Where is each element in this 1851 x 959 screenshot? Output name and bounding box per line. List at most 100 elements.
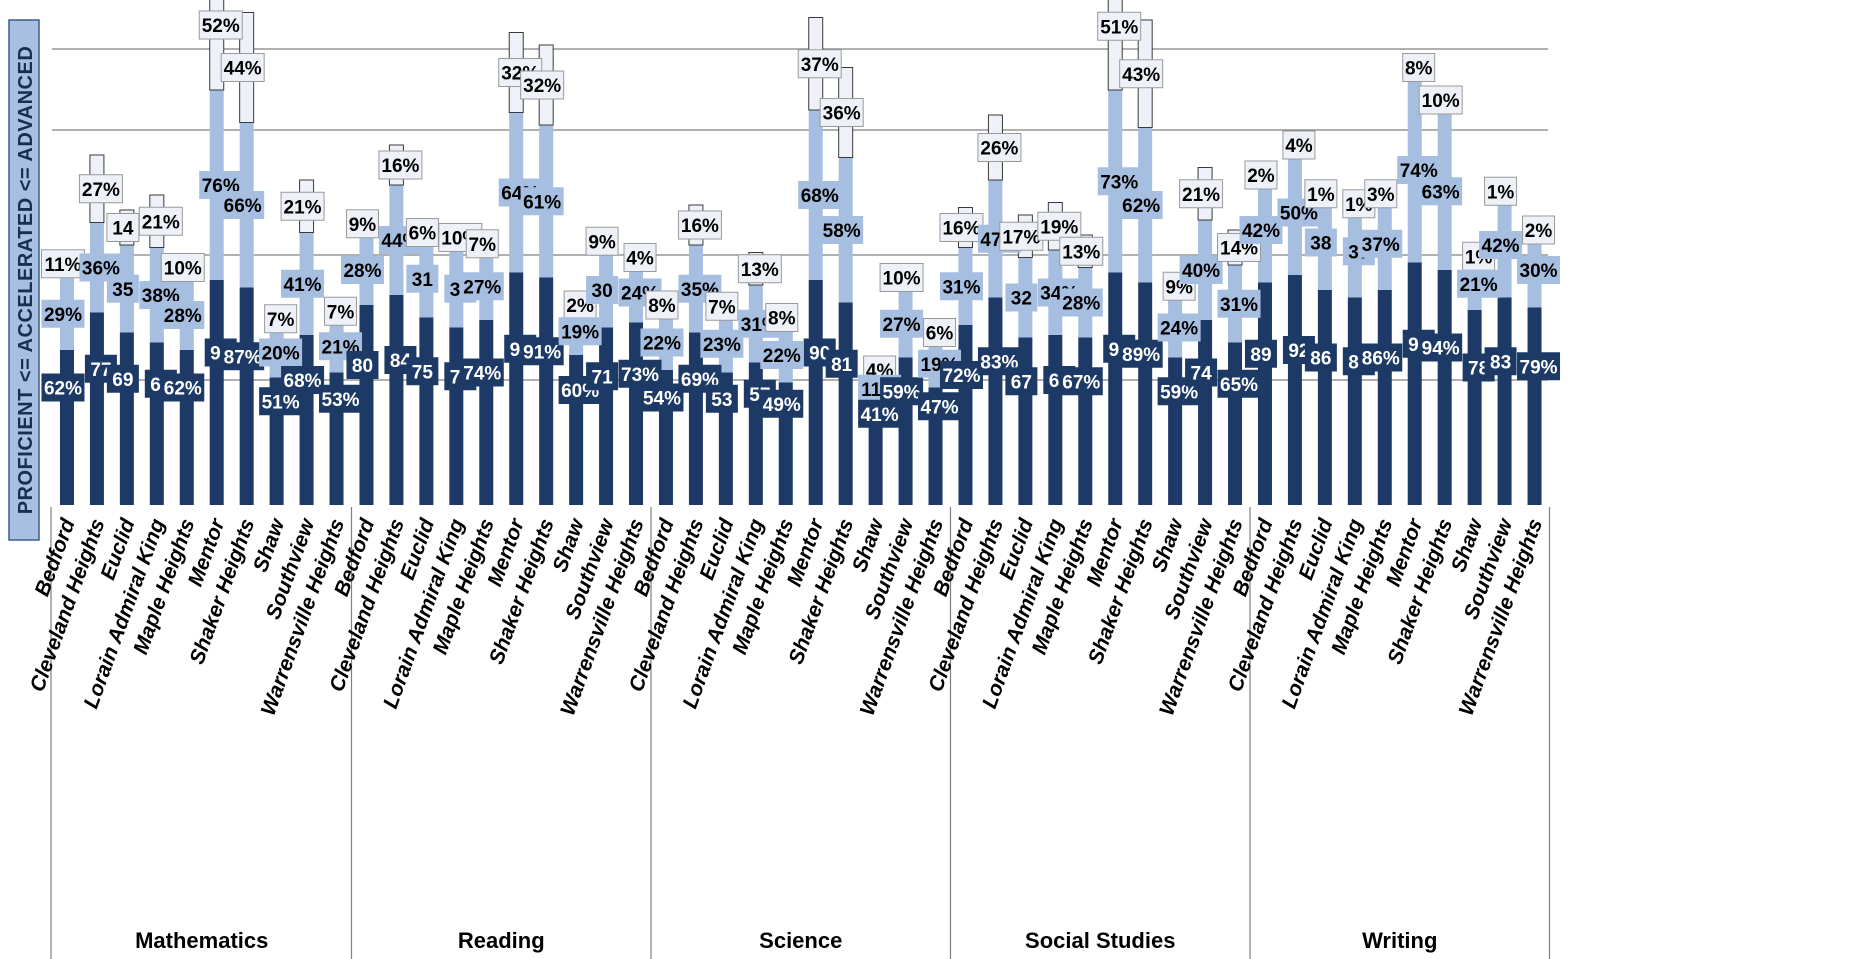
data-label-advanced: 9% (585, 226, 619, 256)
data-label-proficient-text: 86% (1362, 349, 1400, 370)
data-label-accelerated-text: 63% (1422, 182, 1460, 203)
data-label-accelerated: 22% (760, 341, 804, 369)
data-label-accelerated-text: 61% (523, 192, 561, 213)
data-label-proficient-text: 75 (412, 362, 434, 383)
data-label-advanced-bg (737, 254, 782, 284)
data-label-advanced-bg (939, 213, 984, 242)
data-label-accelerated-text: 23% (703, 335, 741, 356)
data-label-advanced-bg (879, 263, 924, 292)
data-label-accelerated: 37% (1359, 229, 1403, 258)
data-label-proficient-bg (939, 361, 983, 389)
data-label-accelerated-text: 22% (643, 334, 681, 355)
data-label-advanced: 17% (999, 221, 1044, 251)
data-label-proficient-text: 77 (90, 360, 111, 381)
data-label-advanced: 7% (324, 296, 358, 326)
data-label-advanced-text: 6% (409, 224, 437, 245)
data-label-advanced-text: 10% (883, 269, 921, 290)
data-label-proficient-bg (41, 373, 85, 402)
data-label-advanced: 32% (520, 70, 565, 100)
bar-proficient (1407, 262, 1422, 505)
data-label-advanced-bg (264, 304, 298, 334)
data-label-accelerated: 24% (1157, 313, 1201, 342)
data-label-advanced-bg (645, 290, 679, 320)
data-label-advanced: 52% (198, 10, 243, 40)
bar-proficient (149, 342, 164, 505)
data-label-proficient-text: 65% (1220, 375, 1258, 396)
data-label-advanced-bg (1244, 160, 1278, 190)
bar-proficient (1108, 272, 1123, 505)
data-label-accelerated: 30% (1517, 256, 1561, 284)
data-label-advanced-bg (1179, 179, 1224, 209)
data-label-proficient-text: 84 (390, 351, 412, 372)
bar-proficient (1078, 337, 1093, 505)
data-label-proficient: 71 (586, 362, 619, 391)
data-label-advanced: 2% (1522, 215, 1556, 245)
data-label-advanced-text: 9% (349, 215, 377, 236)
data-label-advanced-text: 1% (1487, 182, 1515, 203)
data-label-accelerated-text: 42% (1482, 236, 1520, 257)
data-label-proficient: 68% (281, 366, 325, 394)
data-label-proficient: 87% (221, 342, 265, 371)
data-label-accelerated: 38 (1304, 228, 1337, 257)
data-label-accelerated-bg (798, 181, 842, 209)
data-label-proficient-text: 67% (1062, 372, 1100, 393)
data-label-proficient-text: 90 (809, 344, 830, 365)
data-label-proficient: 65% (1217, 369, 1261, 398)
data-label-proficient-text: 92 (1288, 341, 1309, 362)
data-label-advanced: 9% (1162, 271, 1196, 301)
data-label-proficient-bg (460, 358, 504, 387)
data-label-proficient: 72% (939, 361, 983, 389)
bar-proficient (599, 327, 614, 505)
data-label-proficient-bg (1119, 339, 1163, 368)
bar-proficient (1347, 297, 1362, 505)
data-label-proficient: 74 (1185, 358, 1218, 387)
data-label-proficient-text: 79% (1520, 357, 1558, 378)
data-label-accelerated-bg (640, 328, 684, 357)
data-label-advanced: 7% (264, 304, 298, 334)
data-label-advanced: 16% (378, 150, 423, 180)
data-label-advanced-text: 13% (741, 260, 779, 281)
data-label-advanced: 26% (977, 133, 1022, 162)
data-label-advanced-bg (1037, 211, 1082, 241)
data-label-advanced-bg (999, 221, 1044, 251)
data-label-proficient-bg (1359, 343, 1403, 372)
data-label-advanced: 43% (1119, 59, 1164, 89)
data-label-advanced-text: 32% (523, 76, 561, 97)
data-label-advanced-text: 19% (1040, 217, 1078, 238)
data-label-accelerated: 32 (1005, 283, 1038, 312)
data-labels: 11%29%62%27%36%7714356921%38%6510%28%62%… (40, 10, 1561, 428)
data-label-advanced-text: 16% (942, 219, 980, 240)
data-label-accelerated: 40% (1179, 256, 1223, 284)
data-label-proficient: 86% (1359, 343, 1403, 372)
bar-proficient (808, 280, 823, 505)
data-label-proficient-bg (1419, 333, 1463, 362)
data-label-proficient-bg (760, 389, 804, 418)
data-label-proficient: 75 (406, 357, 439, 386)
data-label-proficient-bg (918, 392, 962, 421)
data-label-accelerated-text: 38 (1310, 234, 1331, 255)
data-label-advanced-bg (1059, 236, 1104, 266)
bar-proficient (119, 332, 134, 505)
data-label-advanced-text: 7% (469, 235, 497, 256)
group-label: Mathematics (135, 928, 268, 953)
data-label-proficient-text: 49% (763, 395, 801, 416)
data-label-advanced: 10% (160, 253, 205, 282)
data-label-accelerated: 58% (820, 216, 864, 244)
data-label-advanced-bg (1402, 53, 1436, 82)
data-label-advanced-text: 10% (164, 259, 202, 280)
data-label-advanced: 4% (623, 243, 657, 272)
data-label-proficient-text: 86 (1310, 349, 1331, 370)
data-label-advanced-bg (40, 249, 85, 279)
data-label-advanced-bg (78, 174, 123, 204)
data-label-proficient-bg (586, 362, 619, 391)
data-label-advanced-bg (977, 133, 1022, 162)
data-label-proficient-text: 74% (463, 364, 501, 385)
data-label-accelerated: 23% (700, 329, 744, 358)
bar-proficient (1287, 275, 1302, 505)
bar-proficient (1497, 297, 1512, 505)
data-label-advanced-bg (623, 243, 657, 272)
data-label-accelerated: 28% (340, 256, 384, 284)
data-label-accelerated-text: 31 (412, 270, 434, 291)
data-label-accelerated: 31% (939, 272, 983, 301)
